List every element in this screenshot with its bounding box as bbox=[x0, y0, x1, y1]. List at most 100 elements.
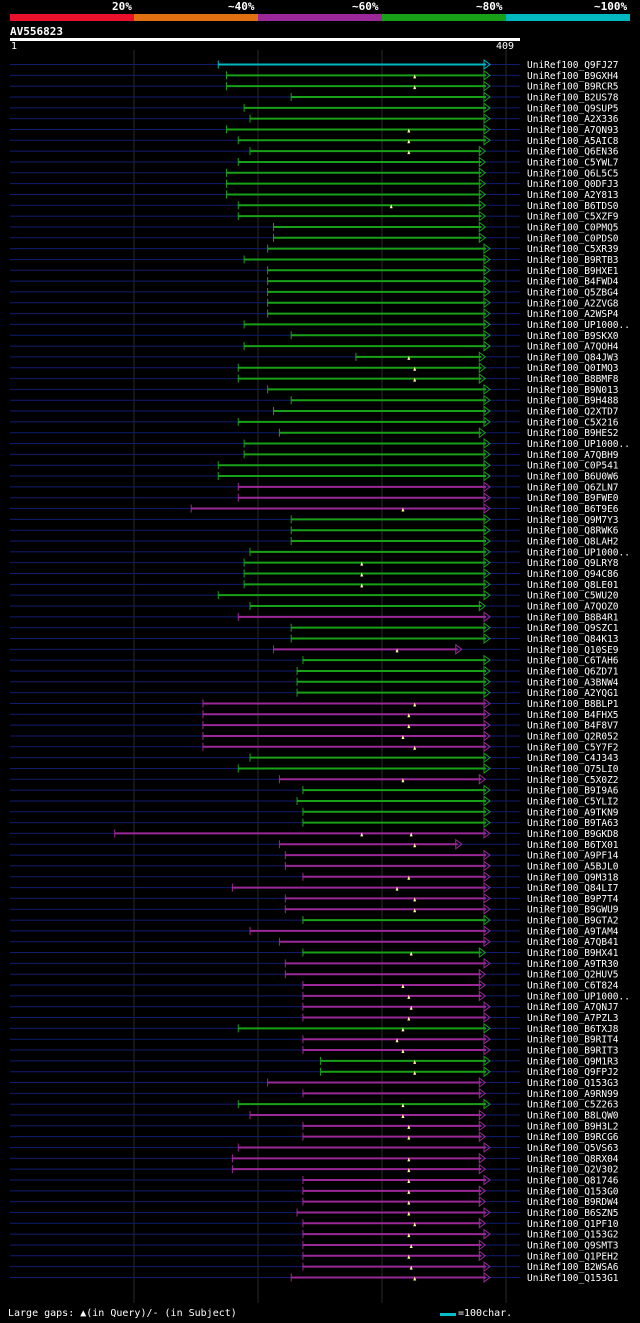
hit-end-arrow bbox=[483, 513, 491, 525]
hit-name-label: UniRef100_Q9M318 bbox=[527, 872, 619, 883]
query-gap-marker bbox=[413, 897, 417, 902]
hit-end-arrow bbox=[483, 264, 491, 276]
legend-label-60: ~60% bbox=[352, 0, 379, 13]
hit-end-arrow bbox=[483, 286, 491, 298]
hit-end-arrow bbox=[478, 167, 487, 179]
hit-name-label: UniRef100_A7QNJ7 bbox=[527, 1002, 619, 1013]
query-gap-marker bbox=[413, 908, 417, 913]
query-gap-marker bbox=[407, 713, 411, 718]
hit-end-arrow bbox=[483, 481, 491, 493]
query-gap-marker bbox=[413, 1070, 417, 1075]
query-gap-marker bbox=[360, 832, 364, 837]
hit-name-label: UniRef100_Q2R052 bbox=[527, 731, 619, 742]
hit-name-label: UniRef100_B9GKD8 bbox=[527, 829, 619, 840]
hit-name-label: UniRef100_C5X0Z2 bbox=[527, 775, 619, 786]
query-gap-marker bbox=[413, 74, 417, 79]
hit-end-arrow bbox=[478, 145, 487, 157]
query-gap-marker bbox=[407, 150, 411, 155]
query-gap-marker bbox=[401, 734, 405, 739]
hit-name-label: UniRef100_B6TXJ8 bbox=[527, 1024, 619, 1035]
hit-end-arrow bbox=[483, 102, 491, 114]
hit-end-arrow bbox=[483, 546, 491, 558]
hit-name-label: UniRef100_C0P541 bbox=[527, 461, 619, 472]
query-gap-marker bbox=[409, 1265, 413, 1270]
hit-name-label: UniRef100_Q5VS63 bbox=[527, 1143, 619, 1154]
hit-end-arrow bbox=[483, 882, 491, 894]
hit-end-arrow bbox=[483, 1055, 491, 1067]
hit-end-arrow bbox=[483, 827, 491, 839]
query-gap-marker bbox=[407, 128, 411, 133]
hit-name-label: UniRef100_Q10SE9 bbox=[527, 645, 619, 656]
hit-name-label: UniRef100_B4F8V7 bbox=[527, 721, 619, 732]
hit-name-label: UniRef100_B6SZN5 bbox=[527, 1208, 619, 1219]
hit-end-arrow bbox=[483, 297, 491, 309]
hit-end-arrow bbox=[483, 632, 491, 644]
hit-name-label: UniRef100_Q9FPJ2 bbox=[527, 1067, 619, 1078]
query-gap-marker bbox=[401, 1049, 405, 1054]
hit-name-label: UniRef100_Q6L5C5 bbox=[527, 168, 619, 179]
hit-name-label: UniRef100_B9SKX0 bbox=[527, 331, 619, 342]
hit-end-arrow bbox=[478, 1109, 487, 1121]
hit-name-label: UniRef100_C0PDS0 bbox=[527, 233, 619, 244]
hit-end-arrow bbox=[483, 697, 491, 709]
query-gap-marker bbox=[407, 1233, 411, 1238]
hit-end-arrow bbox=[483, 871, 491, 883]
hit-end-arrow bbox=[483, 1206, 491, 1218]
hit-end-arrow bbox=[483, 59, 491, 70]
hit-end-arrow bbox=[483, 459, 491, 471]
hit-end-arrow bbox=[478, 188, 487, 200]
hit-end-arrow bbox=[478, 351, 487, 363]
query-gap-marker bbox=[413, 85, 417, 90]
hit-name-label: UniRef100_Q8LE01 bbox=[527, 580, 619, 591]
hit-end-arrow bbox=[483, 470, 491, 482]
legend-segment-60 bbox=[258, 14, 382, 21]
hit-end-arrow bbox=[483, 676, 491, 688]
query-gap-marker bbox=[413, 1276, 417, 1281]
query-gap-marker bbox=[407, 1200, 411, 1205]
hit-end-arrow bbox=[478, 1217, 487, 1229]
hit-end-arrow bbox=[478, 156, 487, 168]
hit-end-arrow bbox=[483, 849, 491, 861]
hit-name-label: UniRef100_UP1000.. bbox=[527, 320, 630, 331]
hit-end-arrow bbox=[483, 795, 491, 807]
hit-name-label: UniRef100_Q153G3 bbox=[527, 1078, 619, 1089]
hit-end-arrow bbox=[483, 134, 491, 146]
hit-name-label: UniRef100_Q2V302 bbox=[527, 1165, 619, 1176]
identity-color-legend bbox=[10, 14, 630, 21]
hit-end-arrow bbox=[478, 990, 487, 1002]
hit-end-arrow bbox=[483, 405, 491, 417]
hit-name-label: UniRef100_C5YWL7 bbox=[527, 157, 619, 168]
hit-name-label: UniRef100_A2X336 bbox=[527, 114, 619, 125]
query-gap-marker bbox=[409, 1243, 413, 1248]
hit-end-arrow bbox=[483, 557, 491, 569]
hit-end-arrow bbox=[483, 903, 491, 915]
hit-name-label: UniRef100_B9GWU9 bbox=[527, 905, 619, 916]
hit-end-arrow bbox=[478, 1131, 487, 1143]
hit-name-label: UniRef100_B6TDS0 bbox=[527, 201, 619, 212]
hit-name-label: UniRef100_B6TX01 bbox=[527, 840, 619, 851]
hit-end-arrow bbox=[478, 221, 487, 233]
hit-end-arrow bbox=[483, 568, 491, 580]
hit-name-label: UniRef100_Q6ZD71 bbox=[527, 666, 619, 677]
hit-name-label: UniRef100_B4FHX5 bbox=[527, 710, 619, 721]
query-gap-marker bbox=[401, 507, 405, 512]
hit-name-label: UniRef100_B9RCG6 bbox=[527, 1132, 619, 1143]
query-ruler bbox=[10, 38, 520, 41]
hit-end-arrow bbox=[483, 860, 491, 872]
query-gap-marker bbox=[407, 1254, 411, 1259]
hit-name-label: UniRef100_B9FWE0 bbox=[527, 493, 619, 504]
hit-name-label: UniRef100_UP1000.. bbox=[527, 439, 630, 450]
hit-end-arrow bbox=[483, 243, 491, 255]
hit-name-label: UniRef100_B9N013 bbox=[527, 385, 619, 396]
hit-name-label: UniRef100_B8LQW0 bbox=[527, 1111, 619, 1122]
hit-name-label: UniRef100_B4FWD4 bbox=[527, 277, 619, 288]
hit-name-label: UniRef100_Q84K13 bbox=[527, 634, 619, 645]
hit-end-arrow bbox=[483, 123, 491, 135]
hit-name-label: UniRef100_Q5ZBG4 bbox=[527, 287, 619, 298]
hit-end-arrow bbox=[483, 752, 491, 764]
hit-end-arrow bbox=[478, 210, 487, 222]
hit-end-arrow bbox=[483, 340, 491, 352]
hit-name-label: UniRef100_Q9SMT3 bbox=[527, 1240, 619, 1251]
hit-name-label: UniRef100_Q0IMQ3 bbox=[527, 363, 619, 374]
hit-name-label: UniRef100_Q1PF10 bbox=[527, 1219, 619, 1230]
